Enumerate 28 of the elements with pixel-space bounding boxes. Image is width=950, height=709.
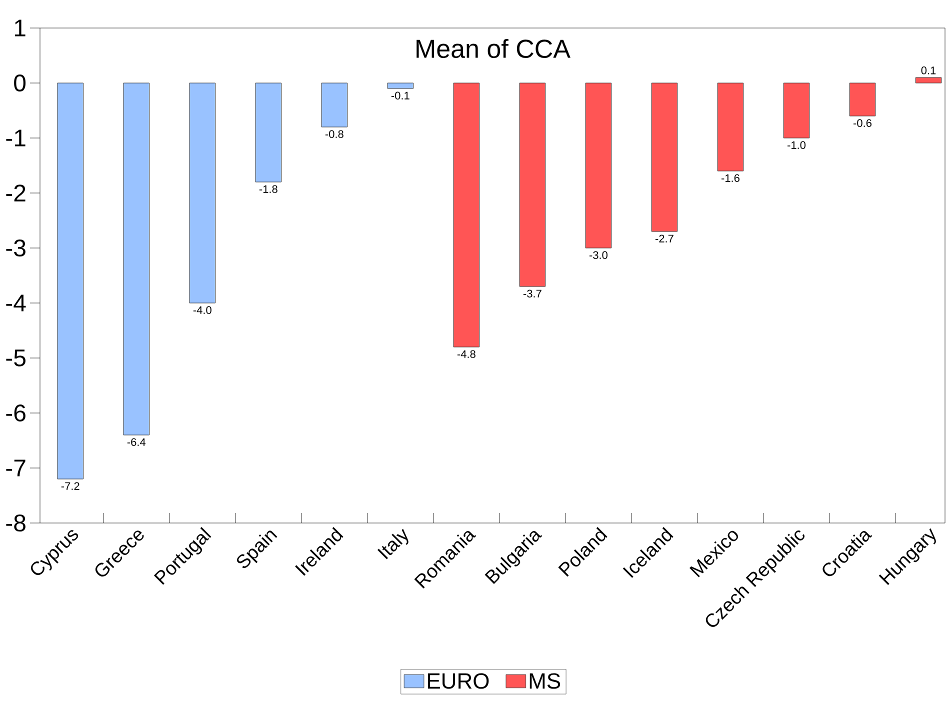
data-label: -3.7 bbox=[523, 290, 542, 298]
chart-title: Mean of CCA bbox=[416, 38, 570, 58]
y-tick-label: -1 bbox=[6, 130, 26, 146]
data-label: -0.1 bbox=[391, 92, 410, 100]
legend-label: EURO bbox=[428, 673, 489, 689]
data-label: -7.2 bbox=[61, 482, 80, 490]
data-label: -6.4 bbox=[127, 438, 146, 446]
data-label: -4.8 bbox=[457, 350, 476, 358]
data-label: -1.6 bbox=[721, 174, 740, 182]
y-tick-label: 1 bbox=[14, 20, 26, 36]
y-tick-label: -7 bbox=[6, 460, 26, 476]
y-tick-label: -4 bbox=[6, 294, 26, 312]
data-label: -4.0 bbox=[193, 306, 212, 314]
data-label: -2.7 bbox=[655, 234, 674, 242]
y-tick-label: -5 bbox=[6, 350, 26, 366]
data-label: -0.8 bbox=[325, 130, 344, 138]
y-tick-label: -2 bbox=[6, 184, 26, 202]
y-tick-label: -6 bbox=[6, 404, 26, 422]
data-label: 0.1 bbox=[921, 66, 936, 74]
y-tick-label: -3 bbox=[6, 240, 26, 256]
data-label: -0.6 bbox=[854, 119, 872, 127]
data-label: -1.0 bbox=[787, 141, 806, 149]
data-label: -1.8 bbox=[259, 185, 278, 193]
y-tick-label: -8 bbox=[6, 514, 26, 532]
x-tick-label: Italy bbox=[378, 528, 408, 560]
y-tick-label: 0 bbox=[14, 74, 26, 92]
data-label: -3.0 bbox=[589, 251, 608, 259]
legend-label: MS bbox=[530, 673, 560, 689]
